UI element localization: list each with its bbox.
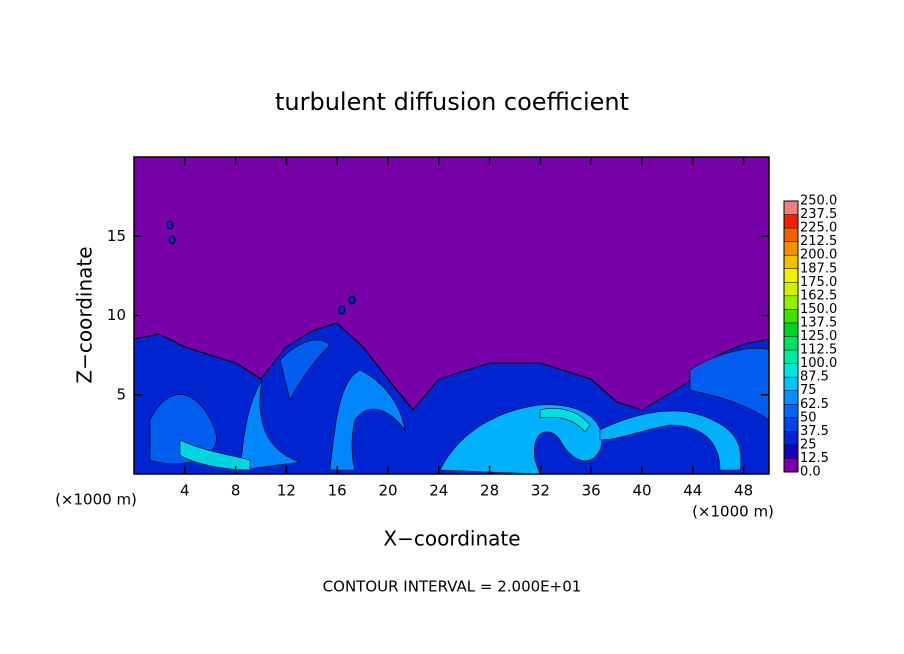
colorbar-swatch [784,201,798,215]
colorbar-label: 37.5 [800,424,829,439]
colorbar-swatch [784,214,798,229]
colorbar-label: 200.0 [800,248,837,263]
colorbar-label: 137.5 [800,315,837,330]
colorbar-swatch [784,390,798,405]
y-tick-label: 15 [107,227,126,245]
x-tick-label: 8 [231,482,241,500]
colorbar-swatch [784,268,798,283]
colorbar-swatch [784,228,798,242]
colorbar-swatch [784,309,798,323]
x-unit-right: (×1000 m) [692,503,774,521]
colorbar-swatch [784,295,798,310]
colorbar-swatch [784,282,798,296]
colorbar-swatch [784,404,798,418]
colorbar-swatch [784,458,798,472]
isolated-eddy [168,235,176,245]
colorbar-label: 25 [800,437,817,452]
turbulent-patch [149,394,217,465]
colorbar-swatch [784,255,798,269]
contour-field [134,157,769,474]
turbulent-patch [599,410,742,471]
x-tick-label: 32 [531,482,550,500]
turbulent-patch [689,347,769,421]
colorbar-swatch [784,431,798,445]
isolated-eddy [348,295,356,305]
colorbar-label: 62.5 [800,397,829,412]
isolated-eddy [166,220,174,230]
colorbar-swatch [784,350,798,364]
colorbar-swatch [784,322,798,337]
colorbar-label: 237.5 [800,207,837,222]
isolated-eddy [338,305,346,315]
x-unit-left: (×1000 m) [55,491,137,509]
colorbar-label: 12.5 [800,451,829,466]
colorbar-label: 112.5 [800,343,837,358]
turbulent-patch [539,408,591,433]
colorbar-label: 87.5 [800,370,829,385]
x-tick-label: 44 [683,482,702,500]
colorbar-label: 125.0 [800,329,837,344]
turbulent-patch [239,379,301,471]
annotation: CONTOUR INTERVAL = 2.000E+01 [323,578,582,596]
colorbar-swatch [784,363,798,378]
turbulent-patch [279,339,331,401]
colorbar-label: 225.0 [800,221,837,236]
colorbar-label: 150.0 [800,302,837,317]
colorbar-swatch [784,377,798,391]
colorbar-label: 100.0 [800,356,837,371]
x-tick-label: 20 [378,482,397,500]
x-tick-label: 36 [582,482,601,500]
x-tick-label: 12 [277,482,296,500]
colorbar-label: 0.0 [800,465,821,480]
colorbar-label: 187.5 [800,261,837,276]
colorbar-label: 175.0 [800,275,837,290]
x-tick-label: 24 [429,482,448,500]
colorbar-label: 162.5 [800,288,837,303]
colorbar-swatch [784,417,798,432]
colorbar-label: 212.5 [800,234,837,249]
y-tick-label: 10 [107,306,126,324]
colorbar-label: 75 [800,383,817,398]
x-tick-label: 40 [632,482,651,500]
colorbar-label: 250.0 [800,194,837,209]
turbulent-patch [439,404,603,474]
y-tick-label: 5 [116,385,126,403]
colorbar-swatch [784,241,798,256]
colorbar-swatch [784,336,798,351]
x-tick-label: 16 [328,482,347,500]
y-axis-label: Z−coordinate [73,246,97,383]
x-tick-label: 4 [180,482,190,500]
chart-title: turbulent diffusion coefficient [275,88,629,116]
x-axis-label: X−coordinate [383,527,520,551]
x-tick-label: 48 [734,482,753,500]
turbulent-patch [329,369,406,471]
colorbar-swatch [784,444,798,459]
x-tick-label: 28 [480,482,499,500]
turbulent-patch [179,439,251,471]
colorbar-label: 50 [800,410,817,425]
